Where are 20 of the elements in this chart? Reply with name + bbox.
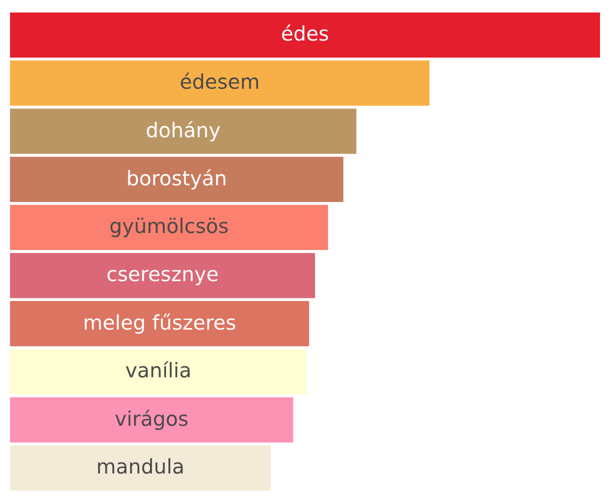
y-tick-label: virágos [115,410,188,430]
bar [10,252,316,298]
bar [10,204,328,250]
bar [10,156,344,202]
bar [10,301,310,346]
bar [10,445,271,491]
bar [10,397,294,442]
y-tick-label: meleg fűszeres [84,314,236,334]
y-tick-label: édes [282,24,328,41]
y-tick-label: mandula [98,458,183,474]
y-tick-label: édesem [180,72,258,89]
bar [10,12,600,58]
y-tick-label: vanília [126,361,190,378]
bar [10,349,307,394]
bar [10,108,356,154]
y-tick-label: gyümölcsös [110,218,228,238]
y-tick-label: dohány [146,121,220,142]
bar [10,60,430,106]
y-tick-label: borostyán [128,169,226,190]
y-tick-label: cseresznye [107,270,218,286]
